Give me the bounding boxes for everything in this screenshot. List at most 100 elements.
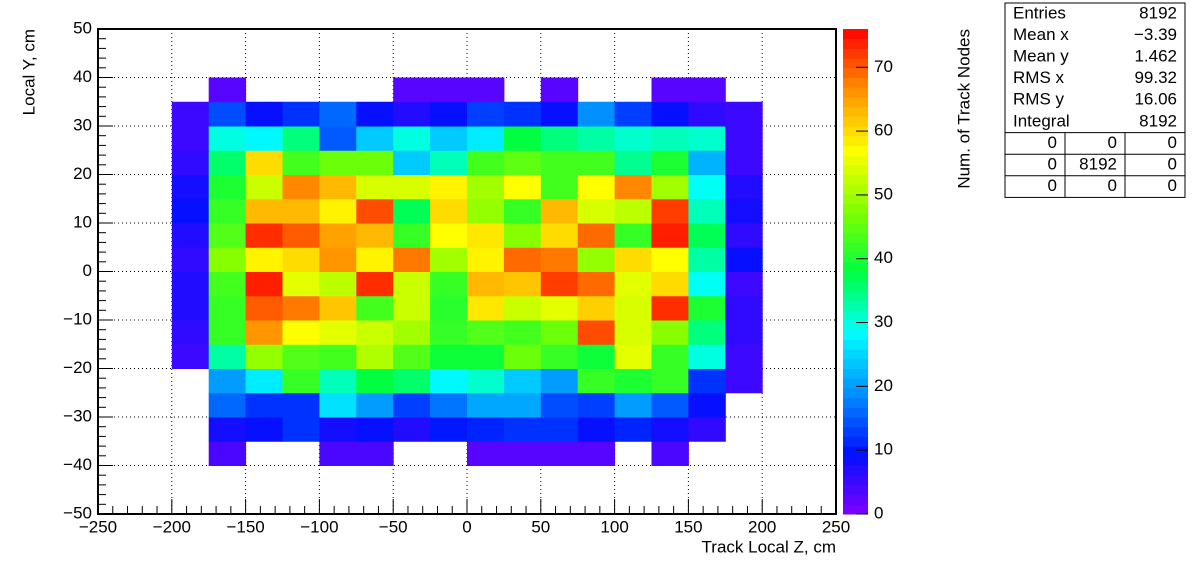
heatmap-cell: [467, 126, 505, 151]
heatmap-cell: [356, 223, 394, 248]
y-tick-label: 20: [73, 164, 92, 183]
stats-cell: 0: [1168, 176, 1177, 195]
colorbar-step: [843, 475, 868, 486]
heatmap-cell: [540, 247, 579, 272]
heatmap-cell: [282, 344, 320, 369]
heatmap-cell: [282, 320, 320, 345]
stats-cell: 0: [1048, 133, 1057, 152]
heatmap-cell: [651, 271, 689, 297]
heatmap-cell: [577, 392, 616, 418]
heatmap-cell: [245, 198, 283, 224]
heatmap-cell: [208, 126, 247, 151]
heatmap-cell: [467, 198, 505, 224]
heatmap-cell: [577, 198, 616, 224]
z-tick-label: 60: [874, 121, 893, 140]
heatmap-cell: [467, 295, 505, 321]
heatmap-cell: [208, 320, 247, 345]
heatmap-cell: [614, 295, 652, 321]
heatmap-cell: [171, 320, 210, 345]
heatmap-cell: [430, 320, 468, 345]
heatmap-cell: [172, 369, 209, 394]
heatmap-cell: [725, 441, 762, 466]
z-tick-label: 10: [874, 440, 893, 459]
heatmap-cell: [615, 441, 652, 466]
heatmap-cell: [651, 198, 689, 224]
heatmap-cell: [393, 392, 431, 418]
heatmap-cell: [503, 223, 542, 248]
colorbar-step: [843, 290, 868, 302]
x-tick-label: −200: [153, 517, 191, 536]
heatmap-cell: [245, 368, 283, 394]
stats-label: RMS y: [1013, 90, 1065, 109]
heatmap-cell: [467, 441, 505, 466]
heatmap-cell: [393, 247, 431, 272]
heatmap-cell: [393, 417, 431, 442]
heatmap-cell: [725, 344, 763, 369]
heatmap-cell: [245, 392, 283, 418]
heatmap-cell: [725, 174, 763, 200]
colorbar-step: [843, 310, 868, 321]
heatmap-cell: [208, 247, 247, 272]
heatmap-cell: [467, 247, 505, 272]
heatmap-cell: [282, 126, 320, 151]
heatmap-cell: [503, 295, 542, 321]
heatmap-cell: [245, 344, 283, 369]
heatmap-cell: [651, 174, 689, 200]
stats-value: 8192: [1139, 111, 1177, 130]
heatmap-cell: [282, 247, 320, 272]
heatmap-cell: [430, 417, 468, 442]
heatmap-cell: [725, 78, 762, 103]
heatmap-cell: [208, 344, 247, 369]
y-tick-label: −40: [63, 455, 92, 474]
x-tick-label: 50: [531, 517, 550, 536]
heatmap-cell: [614, 174, 652, 200]
colorbar-step: [843, 504, 868, 515]
colorbar-step: [843, 484, 868, 496]
heatmap-cell: [503, 271, 542, 297]
heatmap-cell: [688, 150, 726, 175]
heatmap-cell: [688, 126, 726, 151]
z-tick-label: 0: [874, 503, 883, 522]
heatmap-cell: [688, 295, 726, 321]
x-tick-label: −150: [226, 517, 264, 536]
colorbar-step: [843, 329, 868, 340]
heatmap-cell: [319, 320, 357, 345]
heatmap-cell: [688, 271, 726, 297]
heatmap-cell: [614, 223, 652, 248]
heatmap-cell: [725, 101, 763, 127]
heatmap-cell: [245, 223, 283, 248]
heatmap-cell: [467, 417, 505, 442]
heatmap-cell: [356, 392, 394, 418]
heatmap-cell: [430, 247, 468, 272]
heatmap-cell: [393, 150, 431, 175]
heatmap-cell: [356, 441, 394, 466]
colorbar-step: [843, 58, 868, 69]
heatmap-cell: [245, 247, 283, 272]
stats-value: 1.462: [1134, 46, 1177, 65]
colorbar-step: [843, 155, 868, 166]
heatmap-cell: [540, 150, 579, 175]
heatmap-cell: [282, 295, 320, 321]
colorbar-step: [843, 426, 868, 437]
stats-label: RMS x: [1013, 68, 1065, 87]
heatmap-cell: [245, 417, 283, 442]
z-tick-label: 50: [874, 184, 893, 203]
heatmap-cell: [319, 101, 357, 127]
heatmap-cell: [393, 271, 431, 297]
heatmap-cell: [319, 344, 357, 369]
heatmap-cell: [467, 320, 505, 345]
x-tick-label: −100: [300, 517, 338, 536]
heatmap-cell: [319, 247, 357, 272]
colorbar-step: [843, 164, 868, 175]
y-tick-label: 30: [73, 115, 92, 134]
heatmap-cell: [467, 368, 505, 394]
heatmap-cell: [651, 368, 689, 394]
heatmap-cell: [503, 417, 542, 442]
colorbar-step: [843, 378, 868, 389]
heatmap-cell: [725, 417, 762, 442]
heatmap-cell: [725, 393, 762, 418]
heatmap-cell: [725, 271, 763, 297]
heatmap-cell: [430, 174, 468, 200]
heatmap-cell: [430, 126, 468, 151]
